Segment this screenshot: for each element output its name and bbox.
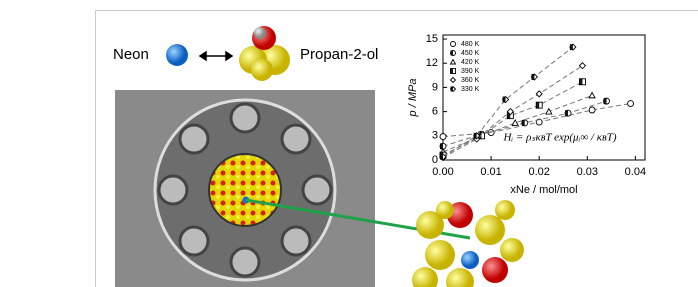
marker-half [440, 154, 443, 160]
marker [570, 44, 576, 50]
marker-half [503, 97, 506, 103]
propanol-label: Propan-2-ol [300, 46, 378, 63]
marker-shape [628, 101, 634, 107]
marker-half [451, 87, 454, 92]
marker [536, 102, 542, 108]
legend-label: 450 K [461, 50, 480, 57]
marker [579, 63, 585, 69]
marker-shape [536, 91, 542, 97]
legend-label: 360 K [461, 77, 480, 84]
marker [579, 79, 585, 85]
legend-label: 330 K [461, 86, 480, 93]
marker-half [451, 69, 454, 74]
legend-label: 420 K [461, 59, 480, 66]
y-tick-label: 9 [432, 81, 438, 93]
y-tick-label: 0 [432, 154, 438, 166]
annotation: Hᵢ = ρₛκʙT exp(μᵢ∞ / κʙT) [502, 132, 616, 144]
legend-label: 480 K [461, 41, 480, 48]
marker [589, 107, 595, 113]
figure: Neon Propan-2-ol 0 3 6 9 12 15 0.00 0.01 0.02 0.0… [0, 0, 698, 287]
chart: 0 3 6 9 12 15 0.00 0.01 0.02 0.03 0.04 xNe / mol/mo… [407, 33, 646, 196]
y-axis-label: p / MPa [407, 79, 419, 118]
x-axis-label: xNe / mol/mol [510, 184, 577, 196]
marker-half [451, 51, 454, 56]
marker-half [474, 133, 477, 139]
marker [531, 74, 537, 80]
neon-atom [166, 44, 188, 66]
x-tick-label: 0.00 [432, 166, 453, 178]
marker-shape [451, 60, 456, 65]
marker [628, 101, 634, 107]
marker-shape [440, 134, 446, 140]
marker-shape [451, 78, 456, 83]
marker [451, 60, 456, 65]
marker-half [522, 120, 525, 126]
marker-half [579, 79, 582, 85]
marker-shape [589, 107, 595, 113]
molecular-cluster [412, 200, 524, 287]
x-tick-label: 0.03 [577, 166, 598, 178]
marker [451, 87, 456, 92]
marker [451, 51, 456, 56]
marker-half [536, 102, 539, 108]
marker-shape [589, 92, 595, 97]
neon-label: Neon [113, 46, 149, 63]
y-tick-label: 3 [432, 130, 438, 142]
marker [589, 92, 595, 97]
marker [604, 98, 610, 104]
vessel-photo [115, 90, 375, 287]
y-tick-label: 15 [426, 33, 438, 45]
equilibrium-arrow [200, 52, 232, 60]
x-tick-label: 0.04 [625, 166, 646, 178]
marker-half [570, 44, 573, 50]
y-tick-label: 6 [432, 106, 438, 118]
graphical-abstract: Neon Propan-2-ol 0 3 6 9 12 15 0.00 0.01 0.02 0.0… [0, 0, 698, 287]
marker [451, 78, 456, 83]
marker-half [604, 98, 607, 104]
x-tick-label: 0.02 [528, 166, 549, 178]
marker-half [531, 74, 534, 80]
marker-shape [579, 63, 585, 69]
marker [522, 120, 528, 126]
propanol-molecule [239, 26, 290, 81]
marker-half [440, 143, 443, 149]
marker-shape [512, 120, 518, 125]
legend-label: 390 K [461, 68, 480, 75]
y-tick-label: 12 [426, 57, 438, 69]
x-tick-label: 0.01 [480, 166, 501, 178]
marker [440, 134, 446, 140]
marker-shape [451, 42, 456, 47]
marker-half [565, 110, 568, 116]
marker [565, 110, 571, 116]
marker [512, 120, 518, 125]
marker [451, 42, 456, 47]
marker [536, 91, 542, 97]
marker [451, 69, 456, 74]
